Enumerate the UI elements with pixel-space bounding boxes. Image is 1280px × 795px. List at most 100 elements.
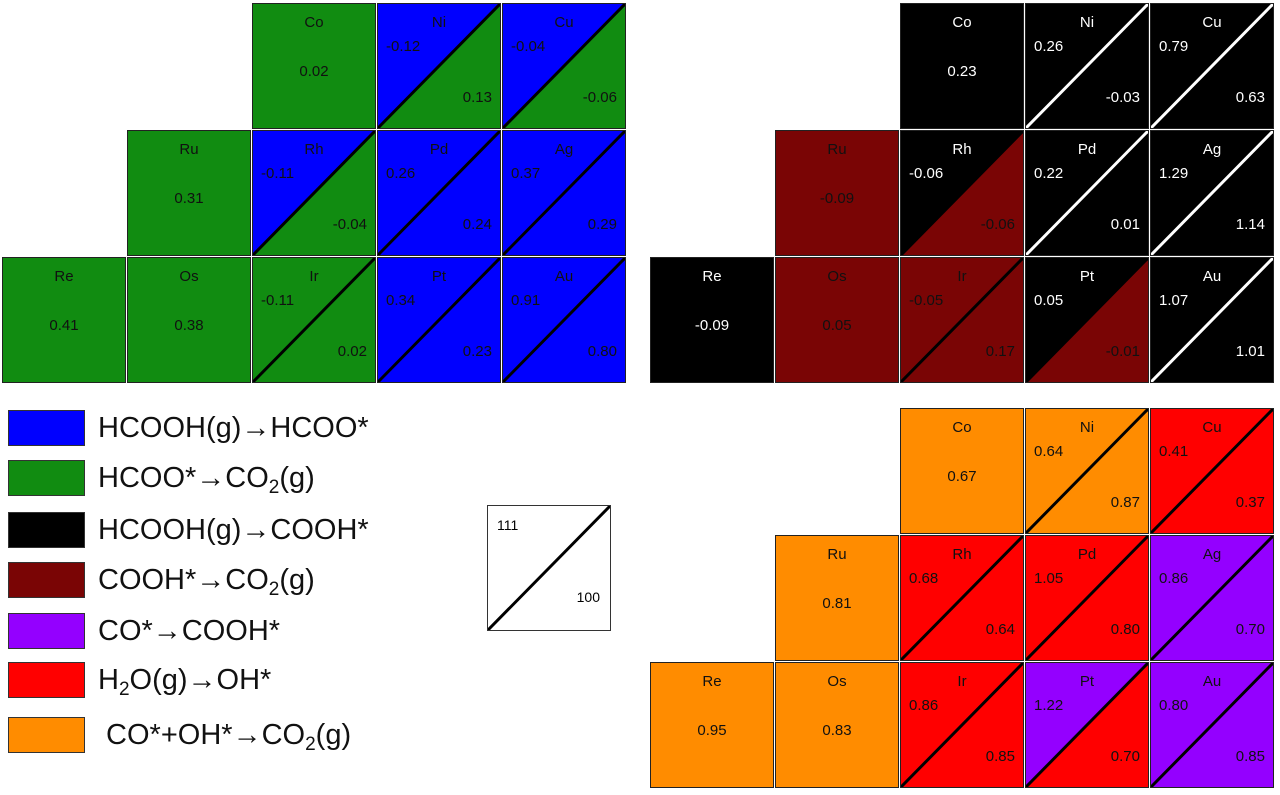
cell-rh: Rh 0.68 0.64	[900, 535, 1024, 661]
legend-label: H2O(g)→OH*	[98, 663, 271, 700]
value-111: -0.12	[386, 38, 421, 55]
element-symbol: Pt	[1079, 268, 1095, 285]
cell-re: Re 0.95	[650, 662, 774, 788]
cell-background	[3, 258, 125, 382]
cell-ag: Ag 1.29 1.14	[1150, 130, 1274, 256]
cell-ir: Ir -0.05 0.17	[900, 257, 1024, 383]
cell-ru: Ru 0.81	[775, 535, 899, 661]
value: -0.09	[819, 190, 855, 207]
value: 0.83	[822, 722, 852, 739]
value: 0.41	[49, 317, 79, 334]
cell-background	[1151, 131, 1273, 255]
value-100: 0.13	[462, 89, 492, 106]
cell-fill	[651, 258, 773, 382]
legend-label: CO*→COOH*	[98, 614, 280, 648]
value-100: 0.80	[587, 343, 617, 360]
cell-ir: Ir -0.11 0.02	[252, 257, 376, 383]
facet-divider	[1026, 409, 1148, 533]
cell-pd: Pd 0.22 0.01	[1025, 130, 1149, 256]
element-symbol: Rh	[952, 141, 972, 158]
cell-fill	[776, 663, 898, 787]
facet-divider	[503, 4, 625, 128]
facet-key-100: 100	[576, 589, 600, 605]
cell-au: Au 0.91 0.80	[502, 257, 626, 383]
legend-label-subscript: 2	[305, 734, 316, 755]
element-symbol: Ru	[827, 141, 847, 158]
cell-background	[253, 258, 375, 382]
cell-background	[1151, 258, 1273, 382]
element-symbol: Rh	[952, 546, 972, 563]
facet-key-111: 111	[497, 517, 519, 533]
element-symbol: Re	[702, 673, 722, 690]
cell-fill	[776, 258, 898, 382]
value-111: 0.80	[1159, 697, 1189, 714]
value-111: -0.05	[909, 292, 944, 309]
value-100: -0.04	[332, 216, 367, 233]
value-100: -0.06	[980, 216, 1015, 233]
cell-cu: Cu 0.79 0.63	[1150, 3, 1274, 129]
cell-ni: Ni 0.64 0.87	[1025, 408, 1149, 534]
value-100: 0.37	[1235, 494, 1265, 511]
cell-pd: Pd 0.26 0.24	[377, 130, 501, 256]
cell-fill	[128, 258, 250, 382]
cell-background	[901, 409, 1023, 533]
facet-divider	[901, 131, 1023, 255]
cell-background	[901, 4, 1023, 128]
value-111: -0.04	[511, 38, 546, 55]
panel-hcooh-formate: Co 0.02 Ni -0.12 0.13 Cu -0.04 -0.06 Ru 0.31 Rh -0.…	[2, 3, 630, 387]
legend-label-part: HCOOH(g)→HCOO*	[98, 412, 369, 444]
facet-divider	[1151, 663, 1273, 787]
cell-background	[1151, 663, 1273, 787]
cell-re: Re 0.41	[2, 257, 126, 383]
cell-background	[378, 258, 500, 382]
cell-background	[253, 4, 375, 128]
cell-ag: Ag 0.86 0.70	[1150, 535, 1274, 661]
cell-background	[776, 258, 898, 382]
cell-background	[503, 4, 625, 128]
value: 0.23	[947, 63, 977, 80]
cell-background	[776, 131, 898, 255]
legend-label-part: (g)	[315, 719, 352, 751]
cell-background	[253, 131, 375, 255]
facet-divider	[1026, 131, 1148, 255]
legend-swatch	[8, 512, 85, 548]
cell-co: Co 0.67	[900, 408, 1024, 534]
facet-divider	[1026, 536, 1148, 660]
value-111: -0.06	[909, 165, 944, 182]
cell-pd: Pd 1.05 0.80	[1025, 535, 1149, 661]
legend-label-part: H	[98, 664, 119, 696]
element-symbol: Cu	[1202, 419, 1222, 436]
value-111: 0.91	[511, 292, 541, 309]
cell-background	[1151, 4, 1273, 128]
cell-rh: Rh -0.06 -0.06	[900, 130, 1024, 256]
cell-os: Os 0.83	[775, 662, 899, 788]
cell-ir: Ir 0.86 0.85	[900, 662, 1024, 788]
cell-background	[1151, 409, 1273, 533]
cell-background	[776, 663, 898, 787]
element-symbol: Rh	[304, 141, 324, 158]
value-100: 0.87	[1110, 494, 1140, 511]
cell-background	[901, 258, 1023, 382]
cell-au: Au 0.80 0.85	[1150, 662, 1274, 788]
element-symbol: Pt	[1079, 673, 1095, 690]
cell-background	[1026, 663, 1148, 787]
value-100: 0.23	[462, 343, 492, 360]
element-symbol: Co	[304, 14, 324, 31]
value-111: -0.11	[261, 165, 295, 182]
cell-background	[1026, 4, 1148, 128]
value-100: 0.63	[1235, 89, 1265, 106]
cell-background	[901, 663, 1023, 787]
cell-fill	[3, 258, 125, 382]
legend-label-part: (g)	[279, 462, 315, 494]
facet-divider	[253, 131, 375, 255]
value: 0.02	[299, 63, 329, 80]
cell-background	[1151, 536, 1273, 660]
element-symbol: Ni	[1079, 419, 1095, 436]
value-111: 0.34	[386, 292, 416, 309]
value-100: 1.14	[1235, 216, 1265, 233]
element-symbol: Au	[1202, 268, 1222, 285]
facet-divider	[901, 258, 1023, 382]
legend-label: HCOOH(g)→COOH*	[98, 513, 369, 547]
element-symbol: Ir	[309, 268, 319, 285]
legend-label-subscript: 2	[118, 679, 130, 700]
